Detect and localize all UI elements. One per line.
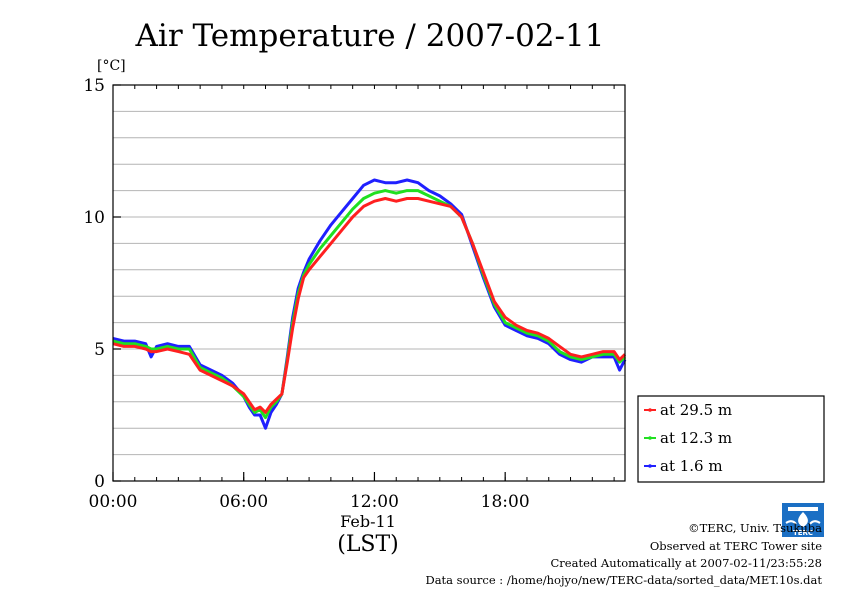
date-label: Feb-11 [340,512,396,531]
y-unit-label: [°C] [97,58,126,74]
grid-lines [113,85,625,481]
legend-label: at 12.3 m [660,429,732,447]
credit-copyright: ©TERC, Univ. Tsukuba [688,521,822,535]
y-tick-label: 15 [83,76,105,96]
y-tick-labels: 0 5 10 15 [83,76,121,492]
series-line-2 [112,178,627,430]
x-tick-label: 12:00 [350,492,399,512]
credit-source: Data source : /home/hojyo/new/TERC-data/… [425,573,822,587]
legend-marker [648,464,652,468]
x-tick-label: 18:00 [481,492,530,512]
series-line-1 [112,189,627,420]
legend: at 29.5 m at 12.3 m at 1.6 m [637,395,825,483]
legend-marker [648,436,652,440]
terc-logo: TERC [782,503,824,537]
x-tick-labels: 00:00 06:00 12:00 18:00 [89,472,530,512]
legend-marker [648,408,652,412]
y-tick-label: 0 [94,472,105,492]
terc-logo-icon: TERC [782,503,824,537]
x-axis-label: (LST) [337,532,399,557]
y-tick-label: 5 [94,340,105,360]
y-tick-label: 10 [83,208,105,228]
x-tick-label: 00:00 [89,492,138,512]
logo-text: TERC [793,529,813,537]
legend-label: at 1.6 m [660,457,723,475]
series-lines [112,178,627,430]
legend-box [637,395,825,483]
credit-observed: Observed at TERC Tower site [649,539,822,553]
legend-label: at 29.5 m [660,401,732,419]
plot-frame [112,84,626,482]
credit-created: Created Automatically at 2007-02-11/23:5… [550,556,823,570]
x-tick-label: 06:00 [219,492,268,512]
series-line-0 [112,197,627,414]
chart-title: Air Temperature / 2007-02-11 [135,18,605,54]
